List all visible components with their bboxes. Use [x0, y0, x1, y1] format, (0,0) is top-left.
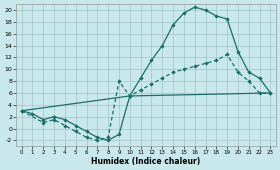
- X-axis label: Humidex (Indice chaleur): Humidex (Indice chaleur): [91, 157, 201, 166]
